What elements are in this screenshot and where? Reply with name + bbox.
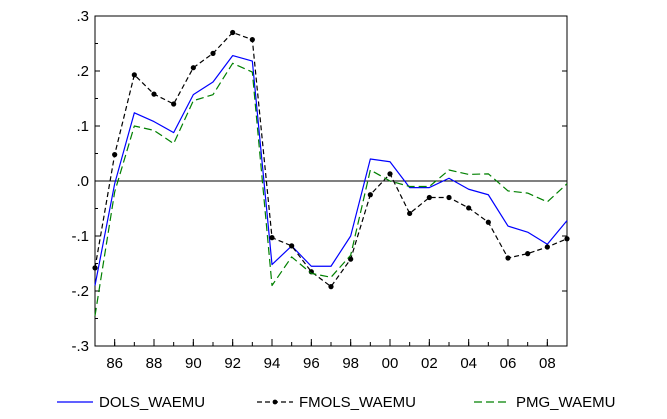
x-tick-label: 90	[185, 355, 202, 372]
data-point-fmols-waemu	[348, 256, 354, 262]
y-tick-label: .1	[76, 118, 89, 135]
data-point-fmols-waemu	[151, 91, 157, 97]
data-point-fmols-waemu	[544, 244, 550, 250]
data-point-fmols-waemu	[466, 205, 472, 211]
data-point-fmols-waemu	[210, 50, 216, 57]
x-tick-label: 02	[421, 355, 438, 372]
data-point-fmols-waemu	[485, 219, 491, 225]
data-point-fmols-waemu	[367, 192, 373, 198]
data-point-fmols-waemu	[92, 265, 98, 271]
axes-layer: -.3 -.2 -.1 .0 .1 .2 .3 86 88 90 92 94 96 98 00 02 04 06 0…	[71, 8, 568, 372]
y-tick-label: .0	[76, 173, 89, 190]
data-point-fmols-waemu	[269, 235, 275, 241]
y-tick-label: .2	[76, 63, 89, 80]
data-point-fmols-waemu	[131, 72, 137, 78]
x-tick-label: 04	[460, 355, 477, 372]
x-tick-label: 00	[382, 355, 399, 372]
legend-label: FMOLS_WAEMU	[299, 394, 416, 411]
legend-label: DOLS_WAEMU	[99, 394, 205, 411]
x-tick-label: 06	[500, 355, 517, 372]
data-point-fmols-waemu	[505, 255, 511, 261]
data-point-fmols-waemu	[426, 194, 432, 201]
data-point-fmols-waemu	[112, 152, 118, 158]
x-tick-label: 08	[539, 355, 556, 372]
x-tick-label: 98	[342, 355, 359, 372]
y-tick-label: -.1	[71, 228, 89, 245]
x-tick-label: 96	[303, 355, 320, 372]
x-tick-label: 86	[106, 355, 123, 372]
x-tick-label: 94	[264, 355, 281, 372]
data-point-fmols-waemu	[171, 101, 177, 107]
legend-marker	[272, 399, 278, 405]
data-point-fmols-waemu	[525, 251, 531, 257]
data-point-fmols-waemu	[564, 236, 570, 242]
x-tick-label: 88	[146, 355, 163, 372]
y-tick-label: .3	[76, 8, 89, 25]
legend-label: PMG_WAEMU	[516, 394, 615, 411]
data-point-fmols-waemu	[328, 284, 334, 290]
y-tick-label: -.3	[71, 338, 89, 355]
data-point-fmols-waemu	[387, 171, 393, 177]
data-point-fmols-waemu	[230, 29, 236, 36]
data-point-fmols-waemu	[289, 243, 295, 249]
series-layer	[92, 29, 570, 316]
y-tick-label: -.2	[71, 283, 89, 300]
data-point-fmols-waemu	[446, 194, 452, 201]
data-point-fmols-waemu	[407, 210, 413, 217]
series-line-pmg-waemu	[94, 62, 568, 316]
series-line-dols-waemu	[94, 54, 568, 286]
data-point-fmols-waemu	[190, 65, 196, 71]
series-line-fmols-waemu	[94, 31, 568, 288]
x-tick-label: 92	[224, 355, 241, 372]
data-point-fmols-waemu	[249, 37, 255, 43]
legend: DOLS_WAEMU FMOLS_WAEMU PMG_WAEMU	[57, 394, 615, 411]
